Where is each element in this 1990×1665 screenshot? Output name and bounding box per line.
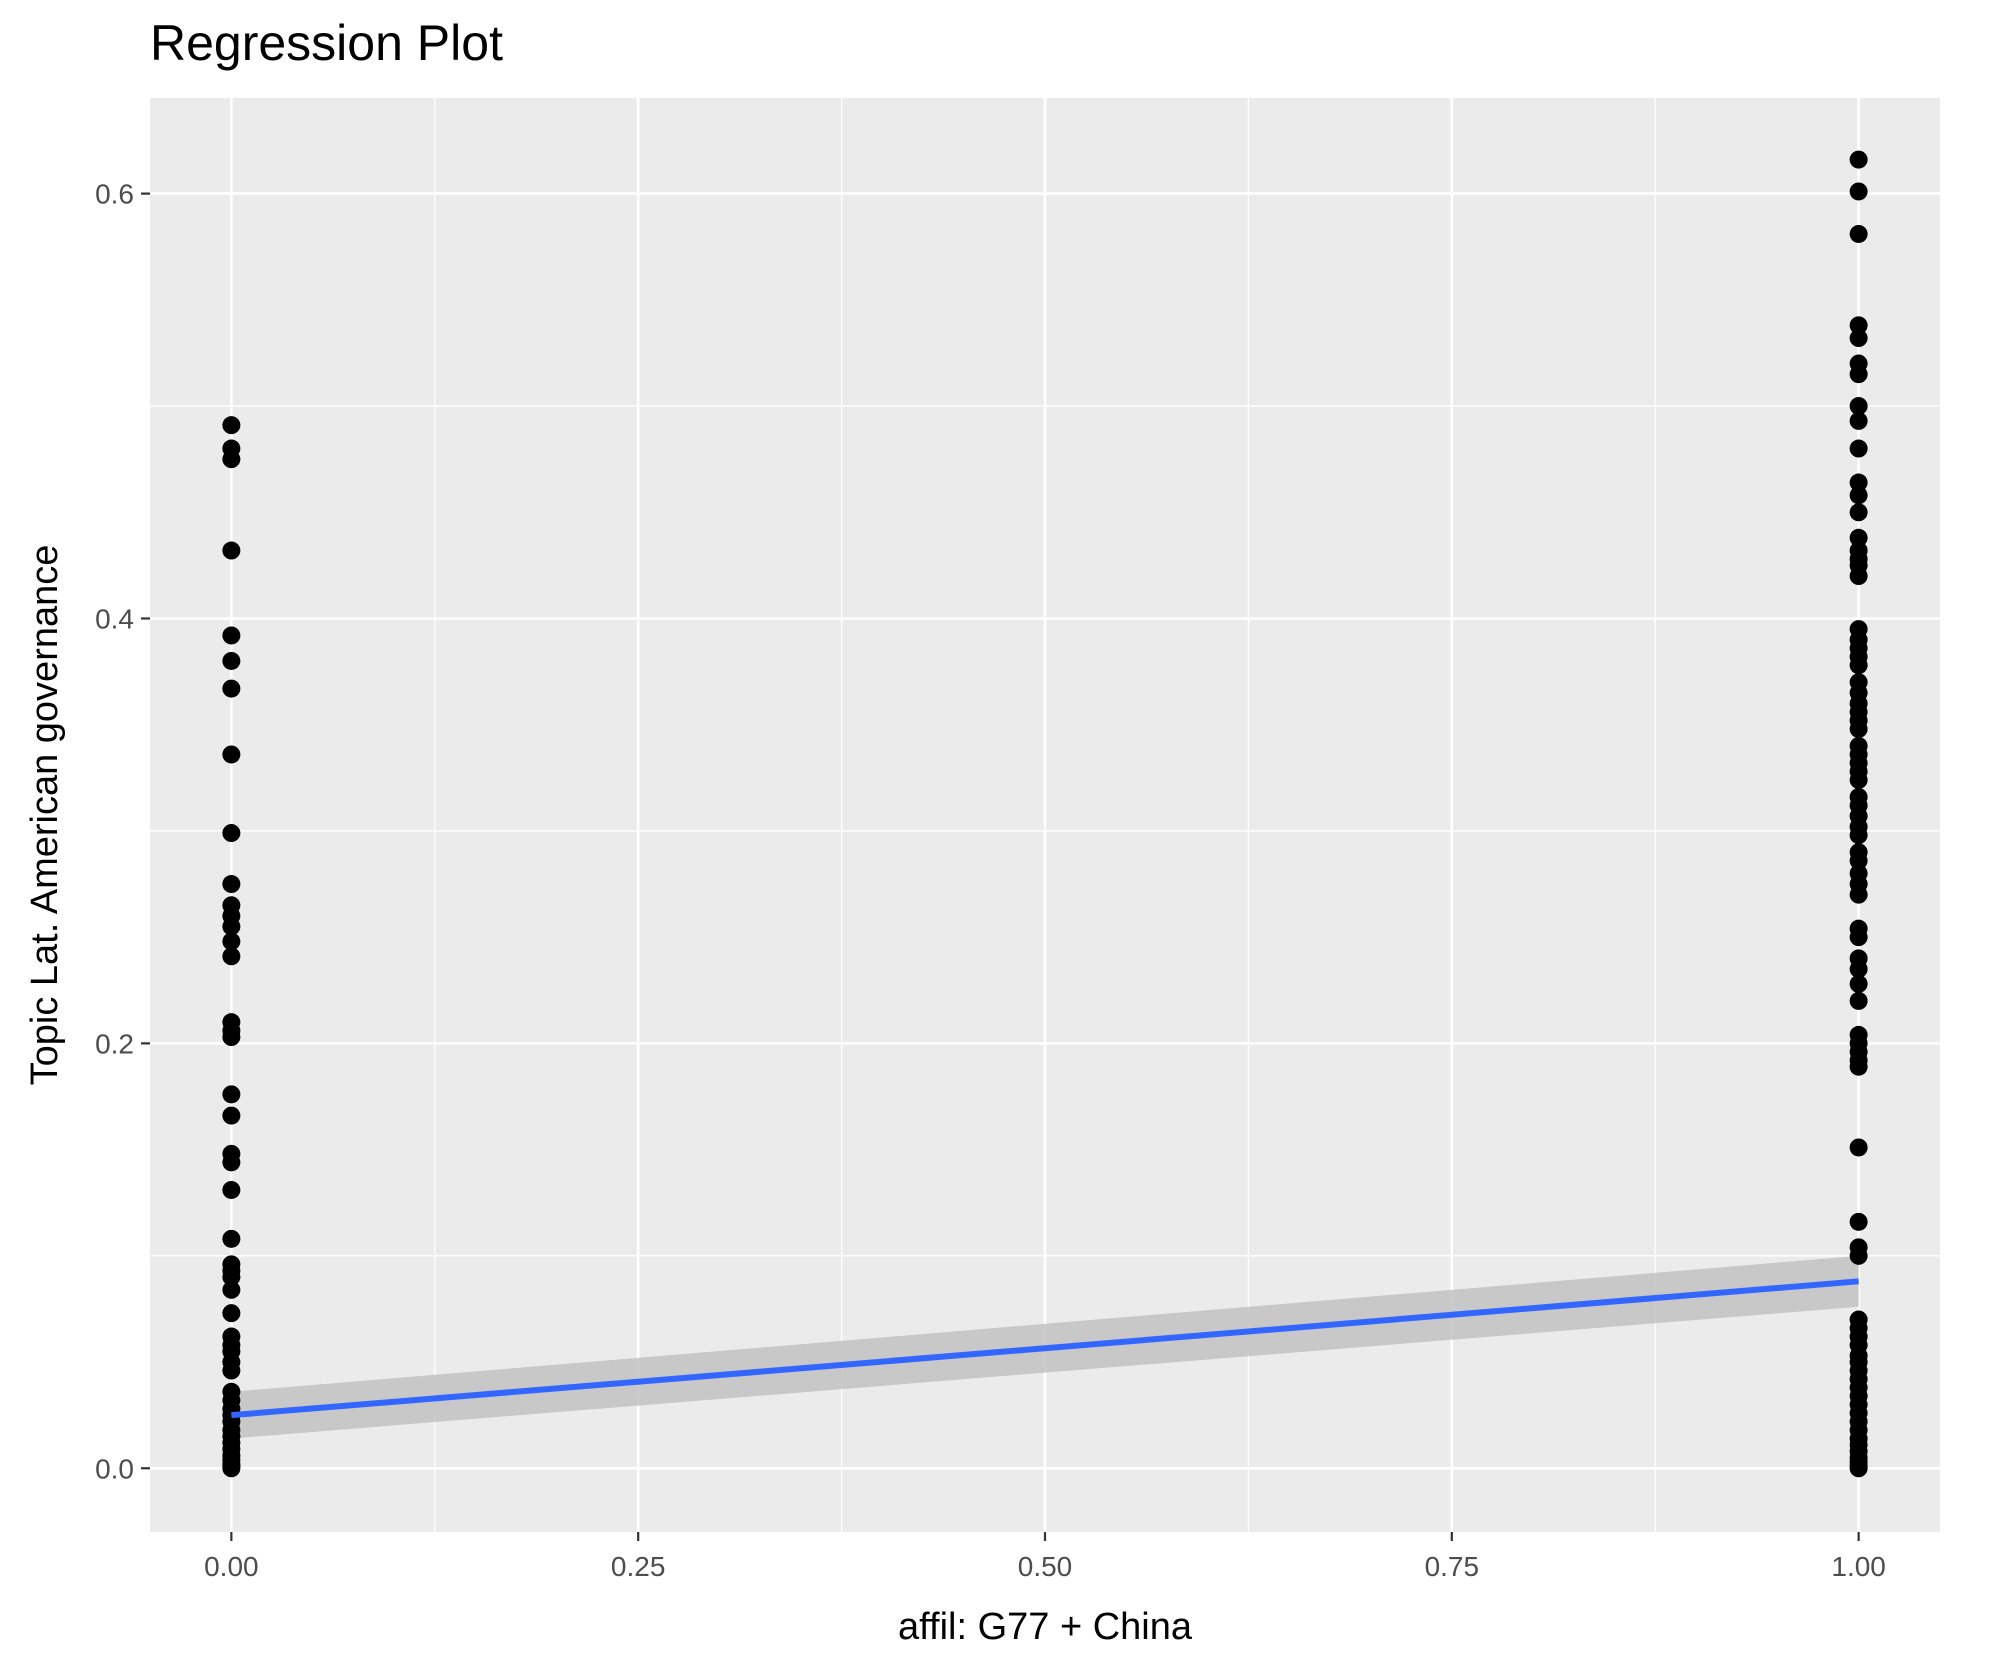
data-point <box>1849 928 1868 947</box>
data-point <box>1849 1212 1868 1231</box>
data-point <box>222 1180 241 1199</box>
y-tick-label: 0.4 <box>95 603 134 634</box>
data-point <box>222 626 241 645</box>
fit-line-layer <box>231 1278 1859 1419</box>
x-axis-title: affil: G77 + China <box>898 1606 1193 1648</box>
y-axis: 0.0 0.2 0.4 0.6 <box>95 179 150 1484</box>
data-point <box>222 651 241 670</box>
data-point <box>222 947 241 966</box>
data-point <box>1849 656 1868 675</box>
data-point <box>1849 991 1868 1010</box>
data-point <box>1849 473 1868 492</box>
data-point <box>1849 1057 1868 1076</box>
data-point <box>222 1106 241 1125</box>
data-point <box>1849 826 1868 845</box>
data-point <box>1849 528 1868 547</box>
data-point <box>222 1153 241 1172</box>
data-point <box>222 875 241 894</box>
data-point <box>222 932 241 951</box>
data-point <box>222 1085 241 1104</box>
data-point <box>1849 960 1868 979</box>
data-point <box>222 917 241 936</box>
data-point <box>1849 439 1868 458</box>
data-point <box>222 1459 241 1478</box>
data-point <box>222 450 241 469</box>
data-point <box>222 1304 241 1323</box>
chart-title: Regression Plot <box>150 15 503 71</box>
data-point <box>1849 397 1868 416</box>
x-tick-label: 0.75 <box>1425 1551 1480 1582</box>
data-point <box>222 679 241 698</box>
y-tick-label: 0.0 <box>95 1453 134 1484</box>
data-point <box>1849 365 1868 384</box>
data-point <box>222 1229 241 1248</box>
scatter-points <box>222 150 1868 1478</box>
x-axis: 0.00 0.25 0.50 0.75 1.00 <box>204 1532 1886 1582</box>
data-point <box>1849 885 1868 904</box>
data-point <box>1849 719 1868 738</box>
data-point <box>222 824 241 843</box>
data-point <box>1849 182 1868 201</box>
data-point <box>222 1028 241 1047</box>
data-point <box>222 1268 241 1287</box>
y-tick-label: 0.6 <box>95 179 134 210</box>
y-axis-title: Topic Lat. American governance <box>24 545 66 1086</box>
data-point <box>1849 770 1868 789</box>
data-point <box>1849 1138 1868 1157</box>
data-point <box>1849 486 1868 505</box>
data-point <box>222 1361 241 1380</box>
data-point <box>222 745 241 764</box>
x-tick-label: 0.50 <box>1018 1551 1073 1582</box>
data-point <box>1849 851 1868 870</box>
data-point <box>222 416 241 435</box>
x-tick-label: 1.00 <box>1831 1551 1886 1582</box>
data-point <box>222 1280 241 1299</box>
data-point <box>1849 1459 1868 1478</box>
data-point <box>1849 567 1868 585</box>
data-point <box>1849 224 1868 243</box>
data-point <box>1849 503 1868 522</box>
data-point <box>1849 974 1868 993</box>
data-point <box>1849 329 1868 348</box>
data-point <box>1849 1246 1868 1265</box>
data-point <box>1849 316 1868 335</box>
data-point <box>222 541 241 560</box>
y-tick-label: 0.2 <box>95 1028 134 1059</box>
regression-line <box>231 1278 1859 1419</box>
data-point <box>1849 411 1868 430</box>
x-tick-label: 0.00 <box>204 1551 259 1582</box>
x-tick-label: 0.25 <box>611 1551 666 1582</box>
data-point <box>1849 150 1868 169</box>
